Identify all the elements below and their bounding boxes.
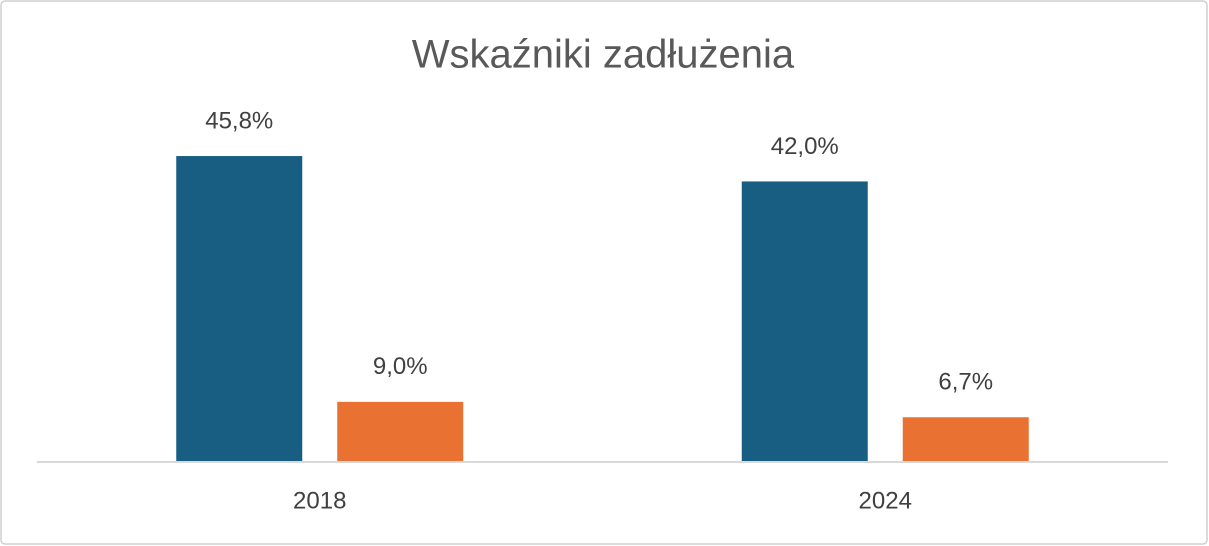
data-label: 42,0% — [771, 133, 839, 160]
bar — [337, 401, 464, 462]
bar — [176, 156, 303, 462]
data-label: 9,0% — [373, 353, 428, 380]
x-tick-label: 2018 — [293, 487, 346, 514]
data-label: 45,8% — [205, 107, 273, 134]
bar — [741, 181, 868, 462]
chart-title: Wskaźniki zadłużenia — [412, 33, 795, 77]
x-tick-label: 2024 — [859, 487, 912, 514]
bar — [902, 417, 1029, 462]
data-label: 6,7% — [938, 369, 993, 396]
